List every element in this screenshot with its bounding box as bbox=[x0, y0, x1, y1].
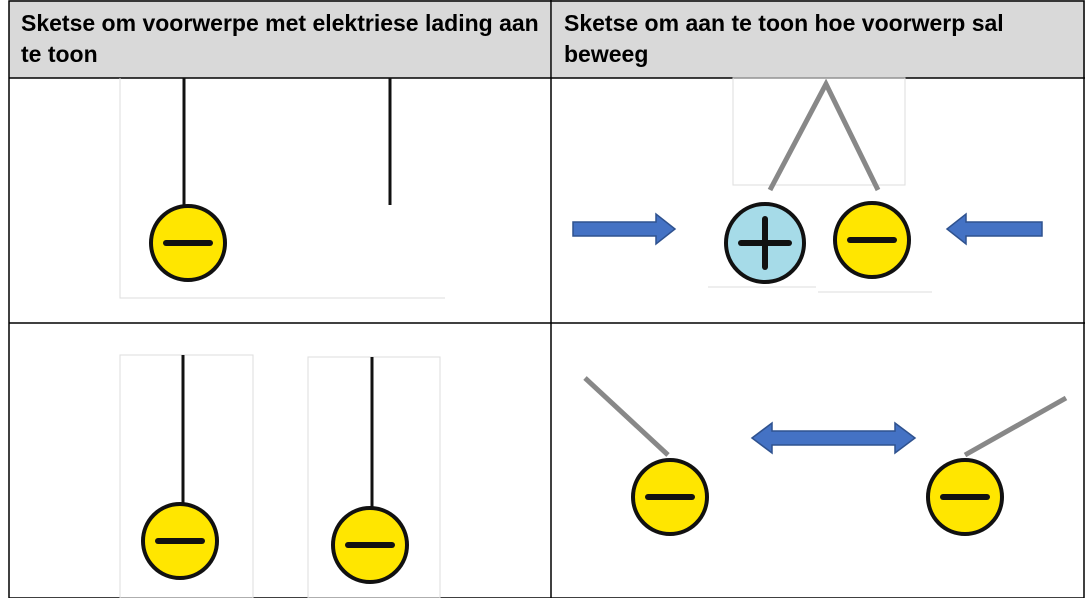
sketch-repulsion bbox=[583, 376, 1068, 534]
table-grid bbox=[8, 0, 1085, 598]
column-header: Sketse om voorwerpe met elektriese ladin… bbox=[9, 0, 551, 78]
sketch-charges bbox=[119, 78, 445, 299]
sketch-attraction bbox=[572, 77, 1043, 293]
column-header: Sketse om aan te toon hoe voorwerp sal b… bbox=[552, 0, 1085, 78]
sketch-like-charges bbox=[119, 354, 441, 598]
